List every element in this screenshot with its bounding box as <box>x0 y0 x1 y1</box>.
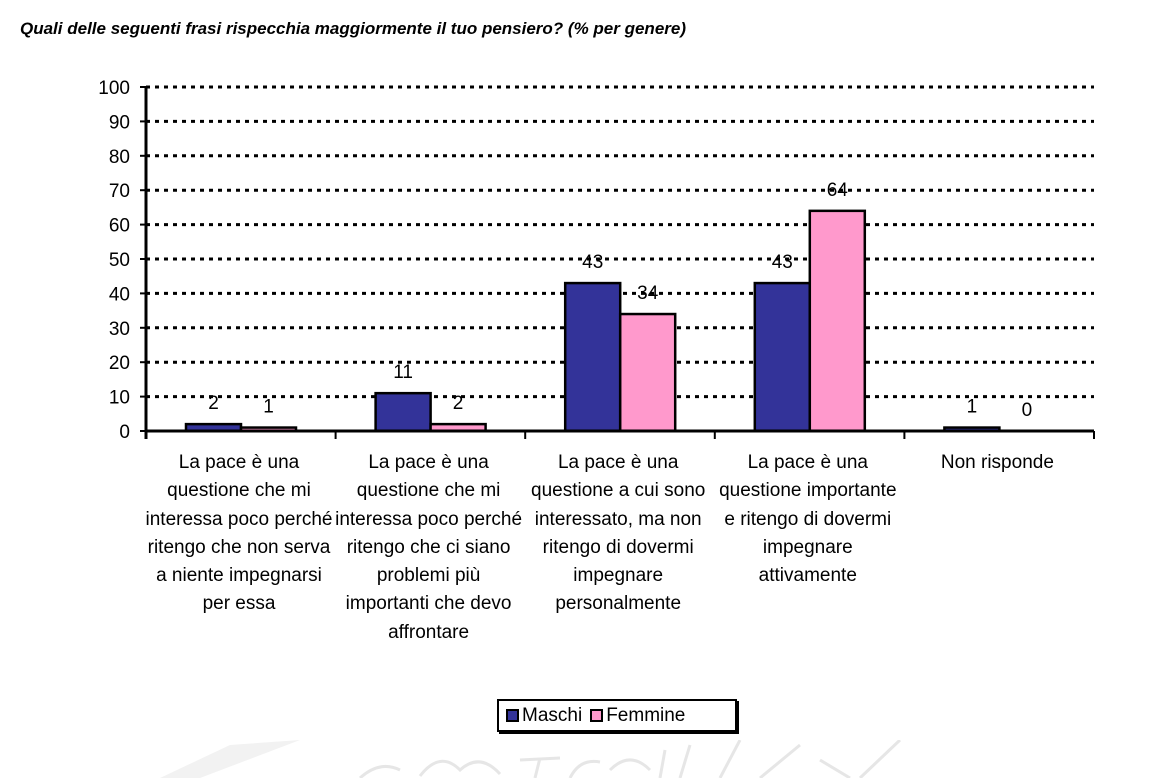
bar-femmine <box>618 312 677 433</box>
y-tick-label: 20 <box>109 353 130 374</box>
data-label: 1 <box>967 397 978 418</box>
data-label: 1 <box>263 397 274 418</box>
bar-maschi <box>753 281 812 433</box>
y-tick-label: 50 <box>109 250 130 271</box>
data-label: 34 <box>637 283 659 304</box>
y-tick-label: 90 <box>109 112 130 133</box>
legend-label-femmine: Femmine <box>606 704 686 726</box>
legend-swatch-maschi <box>506 709 519 722</box>
legend: Maschi Femmine <box>497 699 737 732</box>
y-tick-label: 70 <box>109 181 130 202</box>
data-label: 43 <box>582 252 603 273</box>
y-axis-ticks: 0 10 20 30 40 50 60 70 80 90 100 <box>98 78 146 443</box>
legend-label-maschi: Maschi <box>522 704 583 726</box>
x-category-label: La pace è una questione importante e rit… <box>719 452 897 587</box>
x-category-label: La pace è una questione a cui sono inter… <box>531 452 706 615</box>
data-label: 2 <box>453 393 464 414</box>
legend-item-femmine: Femmine <box>590 705 685 727</box>
data-label: 2 <box>208 393 219 414</box>
legend-item-maschi: Maschi <box>506 705 582 727</box>
data-label: 64 <box>827 180 849 201</box>
legend-swatch-femmine <box>590 709 604 722</box>
y-tick-label: 0 <box>119 422 130 443</box>
x-category-label: La pace è una questione che mi interessa… <box>145 452 333 615</box>
y-tick-label: 10 <box>109 388 130 409</box>
y-tick-label: 40 <box>109 284 130 305</box>
data-label: 43 <box>772 252 793 273</box>
y-tick-label: 60 <box>109 216 130 237</box>
y-tick-label: 80 <box>109 147 130 168</box>
axes <box>144 87 1095 439</box>
bar-maschi <box>374 391 432 433</box>
bar-femmine <box>808 209 867 433</box>
bar-maschi <box>563 281 622 433</box>
x-category-label: Non risponde <box>940 452 1054 473</box>
x-category-label: La pace è una questione che mi interessa… <box>335 452 523 643</box>
watermark <box>160 740 902 778</box>
data-label: 0 <box>1022 400 1033 421</box>
y-tick-label: 30 <box>109 319 130 340</box>
y-tick-label: 100 <box>98 78 130 99</box>
chart-title: Quali delle seguenti frasi rispecchia ma… <box>20 19 687 38</box>
data-label: 11 <box>393 362 413 383</box>
